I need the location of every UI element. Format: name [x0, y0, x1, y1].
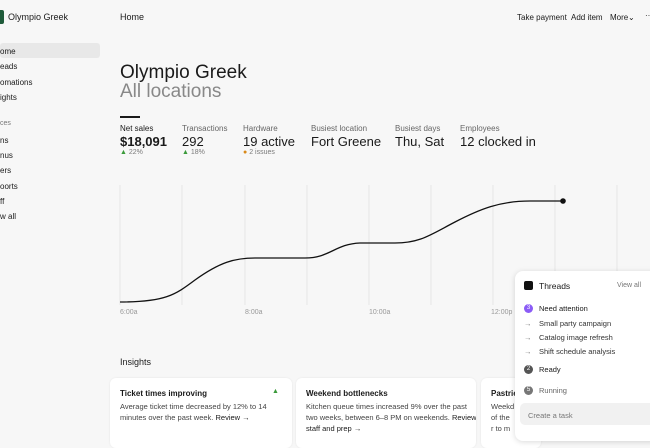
page-title: Home	[120, 12, 145, 22]
insights-title: Insights	[120, 357, 152, 367]
card-title: Ticket times improving	[120, 389, 207, 398]
nav-item[interactable]: omations	[0, 78, 33, 87]
main-subtitle: All locations	[120, 81, 222, 102]
insight-card[interactable]: Ticket times improving ▲ Average ticket …	[110, 378, 292, 448]
arrow: →	[524, 319, 532, 328]
stat-value: 292	[182, 134, 204, 149]
stat-label[interactable]: Hardware	[243, 124, 278, 133]
x-label: 12:00p	[491, 309, 513, 316]
thread-item[interactable]: Shift schedule analysis	[539, 347, 616, 356]
warning-dot: ●	[243, 149, 248, 156]
badge: 5	[524, 386, 533, 395]
more-icon[interactable]: ···	[645, 11, 650, 20]
nav-item[interactable]: nus	[0, 151, 13, 160]
up-arrow: ▲	[182, 149, 189, 156]
up-icon: ▲	[272, 388, 279, 395]
nav-item[interactable]: oorts	[0, 182, 18, 191]
nav-item[interactable]: ns	[0, 136, 9, 145]
x-label: 8:00a	[245, 309, 263, 316]
group-name[interactable]: Ready	[539, 365, 561, 374]
stat-value: $18,091	[120, 134, 167, 149]
card-title: Weekend bottlenecks	[306, 389, 388, 398]
card-link[interactable]: Review →	[215, 413, 250, 422]
card-body: Weekd of the r to m	[491, 401, 515, 434]
nav-item[interactable]: eads	[0, 62, 18, 71]
nav-section: ces	[0, 120, 11, 127]
nav-item[interactable]: ers	[0, 166, 12, 175]
trend-end	[560, 198, 566, 204]
input-placeholder: Create a task	[528, 411, 573, 420]
main-title: Olympio Greek	[120, 62, 247, 83]
nav-item[interactable]: ights	[0, 93, 17, 102]
arrow: →	[524, 347, 532, 356]
x-label: 10:00a	[369, 309, 391, 316]
thread-item[interactable]: Small party campaign	[539, 319, 612, 328]
card-body: Kitchen queue times increased 9% over th…	[306, 401, 476, 434]
x-label: 6:00a	[120, 309, 138, 316]
stat-label[interactable]: Transactions	[182, 124, 228, 133]
thread-item[interactable]: Catalog image refresh	[539, 333, 613, 342]
stat-label[interactable]: Employees	[460, 124, 500, 133]
card-text: Average ticket time decreased by 12% to …	[120, 402, 267, 422]
stat-label[interactable]: Net sales	[120, 124, 154, 133]
arrow: →	[524, 333, 532, 342]
stat-value: Thu, Sat	[395, 134, 445, 149]
threads-panel: Threads View all 3 Need attention → Smal…	[515, 271, 650, 441]
logo	[0, 10, 4, 24]
group-name[interactable]: Running	[539, 386, 567, 395]
active-item-bg	[0, 43, 100, 58]
chevron: ⌄	[628, 13, 635, 22]
threads-icon	[524, 281, 533, 290]
page: {"header": {"business": "Olympio Greek",…	[0, 10, 650, 434]
stat-change: 2 issues	[249, 149, 275, 156]
task-input[interactable]	[520, 403, 650, 425]
action[interactable]: Add item	[571, 13, 603, 22]
stat-value: Fort Greene	[311, 134, 382, 149]
nav-item[interactable]: ome	[0, 47, 16, 56]
up-arrow: ▲	[120, 149, 127, 156]
badge: 2	[524, 365, 533, 374]
group-name[interactable]: Need attention	[539, 304, 588, 313]
insight-card[interactable]: Weekend bottlenecks Kitchen queue times …	[296, 378, 476, 448]
stat-label[interactable]: Busiest location	[311, 124, 368, 133]
trend-line	[119, 200, 563, 303]
business-name[interactable]: Olympio Greek	[8, 12, 69, 22]
action[interactable]: More	[610, 13, 629, 22]
view-all[interactable]: View all	[617, 282, 641, 289]
stat-change: 22%	[128, 149, 143, 156]
card-text: Weekd of the r to m	[491, 402, 515, 433]
card-body: Average ticket time decreased by 12% to …	[120, 401, 292, 423]
action[interactable]: Take payment	[517, 13, 567, 22]
card-text: Kitchen queue times increased 9% over th…	[306, 402, 467, 422]
card-link[interactable]: Review staff and prep →	[306, 413, 476, 433]
stat-value: 19 active	[243, 134, 296, 149]
nav-item[interactable]: ff	[0, 197, 5, 206]
threads-title: Threads	[539, 281, 571, 291]
nav-item[interactable]: w all	[0, 212, 17, 221]
stat-label[interactable]: Busiest days	[395, 124, 441, 133]
badge: 3	[524, 304, 533, 313]
stat-value: 12 clocked in	[460, 134, 536, 149]
tab-indicator	[120, 116, 140, 118]
card-title: Pastrie	[491, 389, 518, 398]
stat-change: 18%	[190, 149, 205, 156]
